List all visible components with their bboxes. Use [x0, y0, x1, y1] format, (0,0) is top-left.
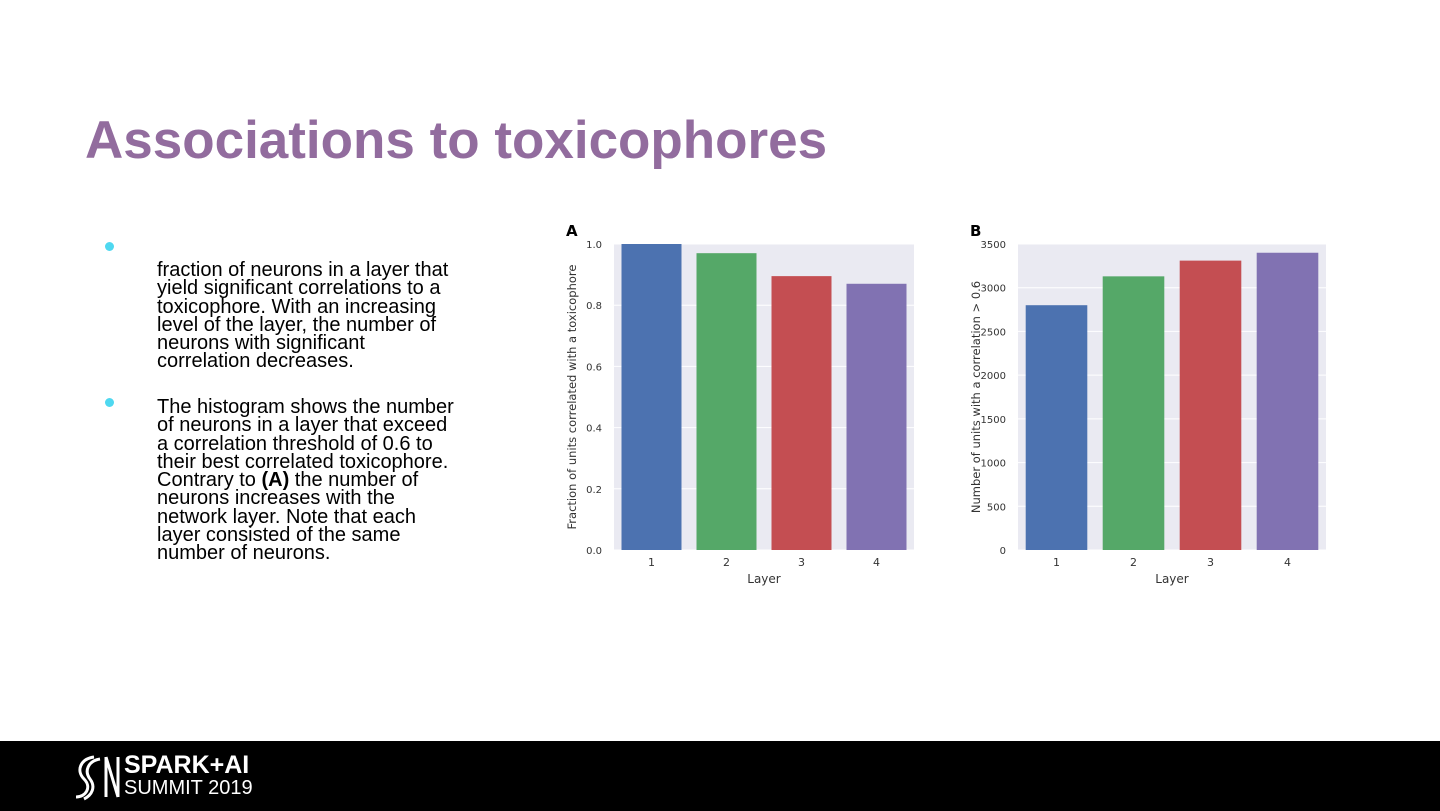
bar	[846, 283, 907, 550]
y-tick-label: 1.0	[586, 240, 602, 251]
x-tick-label: 2	[723, 556, 730, 569]
bar	[621, 244, 682, 550]
event: SUMMIT 2019	[124, 777, 253, 799]
y-tick-label: 1500	[981, 415, 1006, 426]
bar	[1025, 305, 1088, 550]
footer: SPARK+AI SUMMIT 2019	[0, 741, 1440, 811]
logo-icon	[75, 755, 120, 801]
bullet-text: fraction of neurons in a layer that yiel…	[157, 259, 457, 373]
bullet-text: The histogram shows the number of neuron…	[157, 396, 457, 565]
x-tick-label: 3	[798, 556, 805, 569]
brand: SPARK+AI	[124, 751, 250, 779]
bar	[696, 253, 757, 550]
y-tick-label: 0	[1000, 546, 1006, 557]
y-tick-label: 500	[987, 502, 1006, 513]
x-tick-label: 1	[1053, 556, 1060, 569]
charts: 0.0 0.2 0.4 0.6 0.8 1.0 1 2 3 4 Layer Fraction of u…	[565, 222, 1326, 586]
y-tick-label: 2500	[981, 327, 1006, 338]
text: the number of neurons increases with the…	[157, 469, 419, 565]
y-tick-label: 1000	[981, 459, 1006, 470]
bold-text: (A)	[261, 469, 290, 492]
x-tick-label: 4	[1284, 556, 1291, 569]
panel-label: A	[566, 222, 578, 240]
y-tick-label: 0.0	[586, 546, 602, 557]
x-axis-label: Layer	[747, 572, 781, 586]
y-tick-label: 0.6	[586, 362, 602, 373]
y-tick-label: 3500	[981, 240, 1006, 251]
x-tick-label: 1	[648, 556, 655, 569]
y-axis-label: Fraction of units correlated with a toxi…	[565, 265, 579, 530]
bar	[1102, 276, 1165, 550]
y-tick-label: 0.4	[586, 424, 602, 435]
y-tick-label: 2000	[981, 371, 1006, 382]
y-tick-label: 0.8	[586, 301, 602, 312]
bar	[771, 276, 832, 550]
bullet-dot	[105, 398, 114, 407]
x-tick-label: 4	[873, 556, 880, 569]
y-tick-label: 3000	[981, 284, 1006, 295]
y-tick-label: 0.2	[586, 485, 602, 496]
y-axis-label: Number of units with a correlation > 0.6	[969, 281, 983, 513]
text: The histogram shows the number of neuron…	[157, 396, 454, 492]
x-tick-label: 3	[1207, 556, 1214, 569]
panel-label: B	[970, 222, 981, 240]
bar	[1179, 260, 1242, 550]
text: fraction of neurons in a layer that yiel…	[157, 259, 449, 373]
slide-title: Associations to toxicophores	[85, 111, 828, 170]
x-tick-label: 2	[1130, 556, 1137, 569]
x-axis-label: Layer	[1155, 572, 1189, 586]
bullet-dot	[105, 242, 114, 251]
bar	[1256, 252, 1319, 550]
